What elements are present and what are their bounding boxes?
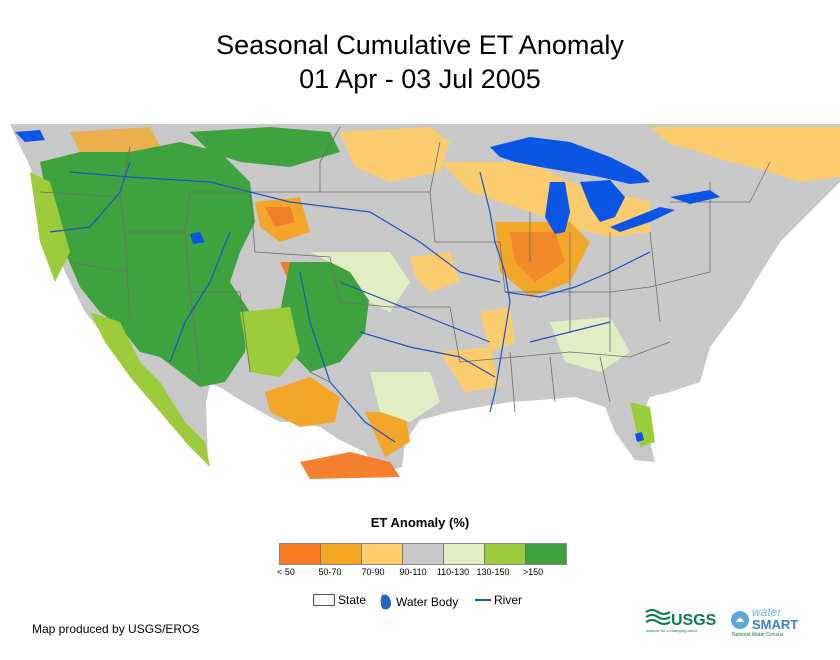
legend-title: ET Anomaly (%) xyxy=(370,515,470,530)
map-date-range: 01 Apr - 03 Jul 2005 xyxy=(299,64,541,94)
missouri-river xyxy=(69,171,501,283)
key-state-label: State xyxy=(338,593,367,607)
legend-swatch xyxy=(280,544,321,564)
lake-erie xyxy=(610,207,675,232)
legend-swatch xyxy=(526,544,566,564)
ohio-river xyxy=(504,251,651,298)
arkansas-river xyxy=(339,281,491,343)
smart-wordmark: SMART xyxy=(752,617,798,632)
key-river: River xyxy=(475,593,522,607)
red-river xyxy=(359,331,496,378)
lake-superior xyxy=(490,137,650,184)
map-key: State Water Body River xyxy=(0,593,840,613)
key-state: State xyxy=(313,593,366,607)
mississippi-river xyxy=(479,171,511,413)
legend-tick-label: 130-150 xyxy=(476,567,510,577)
state-boundaries xyxy=(39,126,771,413)
water-drop-icon xyxy=(380,594,392,610)
usgs-wordmark: USGS xyxy=(671,612,717,629)
usgs-tagline: science for a changing world xyxy=(646,628,697,633)
map-title: Seasonal Cumulative ET Anomaly xyxy=(216,30,624,60)
colorado-river xyxy=(169,231,231,363)
usgs-logo: USGS science for a changing world xyxy=(645,609,717,633)
rivers xyxy=(49,161,651,443)
lake-okeechobee xyxy=(635,432,644,442)
lake-michigan xyxy=(545,182,570,234)
legend-tick-label: < 50 xyxy=(277,567,295,577)
lake-huron xyxy=(580,180,625,222)
tennessee-river xyxy=(529,321,611,343)
columbia-river xyxy=(49,161,131,233)
lake-ontario xyxy=(670,190,720,204)
legend-tick-label: 70-90 xyxy=(361,567,385,577)
legend-swatch xyxy=(362,544,403,564)
legend-swatch xyxy=(444,544,485,564)
map-credit: Map produced by USGS/EROS xyxy=(32,622,200,636)
wet-anomaly-regions xyxy=(30,127,655,467)
watersmart-logo: water SMART National Water Census xyxy=(731,605,798,638)
legend-swatch xyxy=(321,544,362,564)
water-wordmark: water xyxy=(752,605,782,619)
legend-swatch xyxy=(485,544,526,564)
great-salt-lake xyxy=(190,232,205,244)
legend-tick-labels: < 50 50-70 70-90 90-110 110-130 130-150 >150 xyxy=(270,567,570,581)
us-et-anomaly-map xyxy=(10,124,840,479)
river-line-icon xyxy=(475,599,491,601)
legend-tick-label: 90-110 xyxy=(399,567,427,577)
key-river-label: River xyxy=(494,593,523,607)
legend-color-bar xyxy=(279,543,567,565)
legend-tick-label: >150 xyxy=(522,567,544,577)
legend-tick-label: 50-70 xyxy=(318,567,342,577)
state-swatch-icon xyxy=(313,594,335,606)
watersmart-tagline: National Water Census xyxy=(732,632,784,638)
agency-logos: USGS science for a changing world water … xyxy=(645,605,798,638)
key-water-body: Water Body xyxy=(378,593,458,611)
legend-swatch xyxy=(403,544,444,564)
rio-grande xyxy=(299,271,396,443)
water-bodies xyxy=(15,130,720,442)
key-water-body-label: Water Body xyxy=(396,595,459,609)
legend-tick-label: 110-130 xyxy=(436,567,470,577)
